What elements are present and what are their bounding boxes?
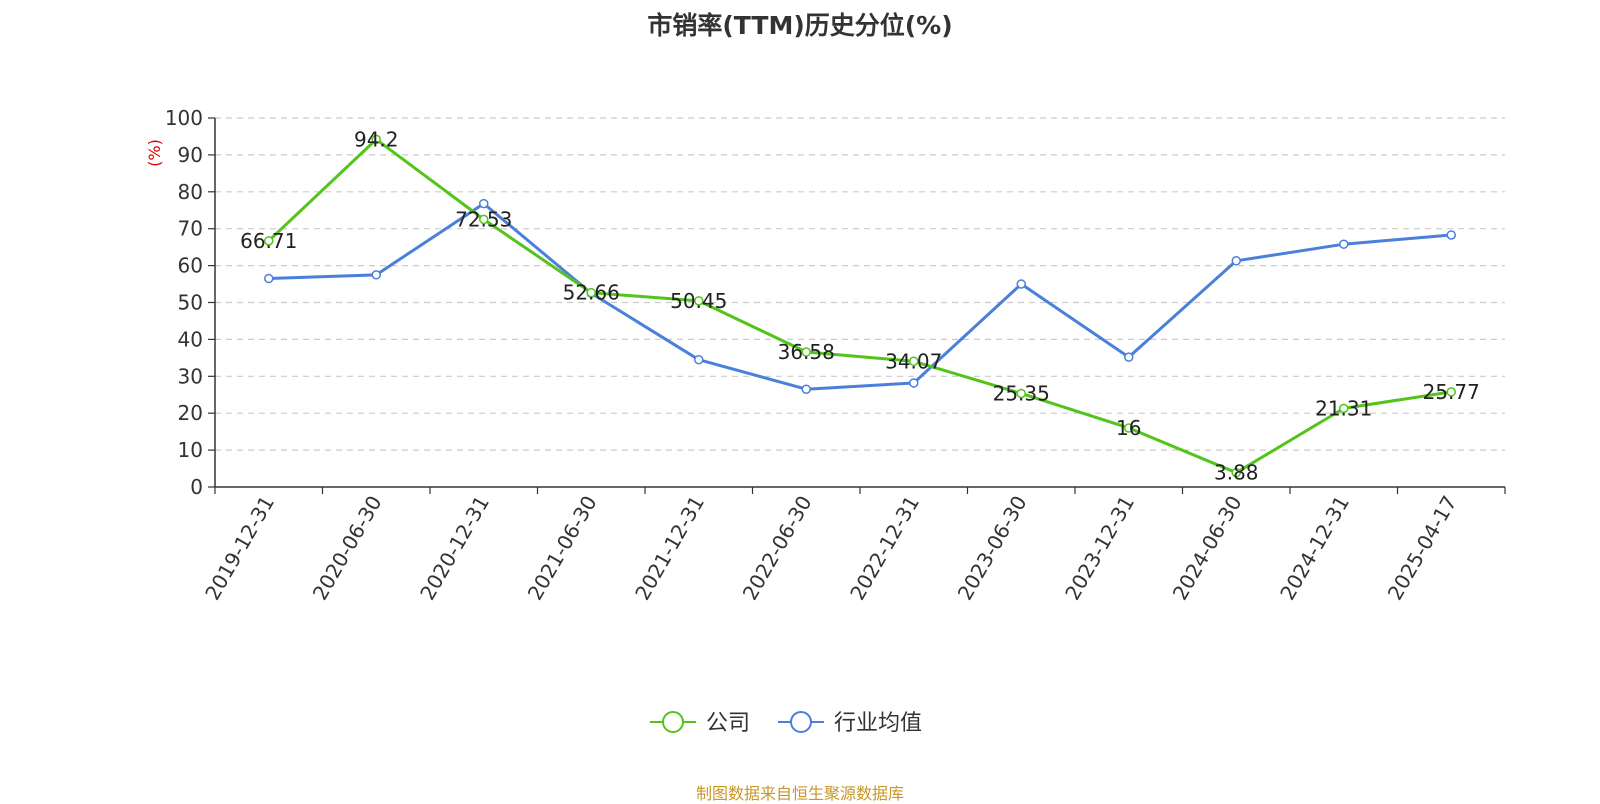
data-label: 36.58 bbox=[778, 340, 835, 364]
x-tick-label: 2021-12-31 bbox=[630, 492, 709, 605]
legend-item-0: 公司 bbox=[650, 711, 750, 736]
series-line-0 bbox=[267, 137, 1452, 475]
data-point bbox=[264, 273, 274, 284]
data-point bbox=[1016, 388, 1026, 399]
grid-lines bbox=[215, 117, 1505, 451]
data-point bbox=[694, 296, 704, 306]
y-tick-label: 30 bbox=[178, 364, 203, 388]
data-point bbox=[1016, 279, 1026, 289]
series-lines bbox=[264, 134, 1456, 478]
data-point bbox=[909, 356, 919, 367]
data-point bbox=[1339, 239, 1349, 249]
data-label: 52.66 bbox=[563, 281, 620, 305]
data-label: 94.2 bbox=[354, 127, 399, 151]
x-tick-label: 2024-06-30 bbox=[1168, 492, 1247, 605]
x-tick-label: 2020-12-31 bbox=[415, 492, 494, 605]
data-point bbox=[479, 198, 489, 209]
x-tick-label: 2020-06-30 bbox=[308, 492, 387, 605]
data-source-note: 制图数据来自恒生聚源数据库 bbox=[695, 784, 904, 803]
y-tick-label: 0 bbox=[190, 475, 203, 499]
data-point bbox=[801, 384, 811, 394]
legend-marker-icon bbox=[790, 711, 812, 733]
data-point bbox=[1339, 403, 1349, 414]
data-point bbox=[694, 354, 704, 365]
data-label: 72.53 bbox=[455, 207, 512, 231]
data-point bbox=[1124, 352, 1134, 362]
data-point bbox=[1446, 387, 1456, 397]
data-point bbox=[1446, 230, 1456, 240]
x-tick-label: 2025-04-17 bbox=[1383, 492, 1462, 605]
data-point bbox=[371, 134, 381, 145]
x-tick-label: 2024-12-31 bbox=[1275, 492, 1354, 605]
data-point bbox=[1231, 467, 1241, 478]
y-tick-label: 90 bbox=[178, 143, 203, 167]
y-axis-label: (%) bbox=[145, 139, 164, 167]
x-tick-label: 2023-12-31 bbox=[1060, 492, 1139, 605]
y-tick-label: 70 bbox=[178, 217, 203, 241]
data-label: 50.45 bbox=[670, 289, 727, 313]
y-tick-label: 10 bbox=[178, 438, 203, 462]
y-tick-label: 40 bbox=[178, 327, 203, 351]
y-tick-label: 100 bbox=[165, 106, 203, 130]
data-labels: 66.71 94.2 72.53 52.66 50.45 36.58 34.07 25.35 1… bbox=[240, 127, 1480, 484]
data-point bbox=[479, 214, 489, 225]
data-label: 34.07 bbox=[885, 349, 942, 373]
y-tick-label: 50 bbox=[178, 291, 203, 315]
legend-label: 公司 bbox=[706, 711, 750, 736]
legend-marker-icon bbox=[662, 711, 684, 733]
legend-label: 行业均值 bbox=[834, 711, 922, 736]
data-point bbox=[801, 347, 811, 357]
data-label: 21.31 bbox=[1315, 396, 1372, 420]
data-label: 66.71 bbox=[240, 229, 297, 253]
data-label: 25.35 bbox=[993, 381, 1050, 405]
y-tick-label: 60 bbox=[178, 254, 203, 278]
x-tick-label: 2022-12-31 bbox=[845, 492, 924, 605]
x-tick-label: 2021-06-30 bbox=[523, 492, 602, 605]
x-tick-label: 2023-06-30 bbox=[953, 492, 1032, 605]
x-tick-label: 2022-06-30 bbox=[738, 492, 817, 605]
legend: 公司 行业均值 bbox=[650, 711, 922, 736]
data-point bbox=[371, 270, 381, 280]
y-tick-label: 80 bbox=[178, 180, 203, 204]
data-point bbox=[1124, 423, 1134, 433]
data-point bbox=[1231, 256, 1241, 266]
data-point bbox=[586, 287, 596, 298]
legend-item-1: 行业均值 bbox=[778, 711, 922, 736]
data-point bbox=[264, 236, 274, 246]
series-line-1 bbox=[268, 202, 1452, 391]
chart-title: 市销率(TTM)历史分位(%) bbox=[647, 11, 953, 40]
data-label: 25.77 bbox=[1423, 380, 1480, 404]
data-label: 3.88 bbox=[1214, 461, 1259, 485]
data-label: 16 bbox=[1116, 416, 1141, 440]
y-tick-label: 20 bbox=[178, 401, 203, 425]
x-tick-label: 2019-12-31 bbox=[200, 492, 279, 605]
data-point bbox=[909, 378, 919, 388]
